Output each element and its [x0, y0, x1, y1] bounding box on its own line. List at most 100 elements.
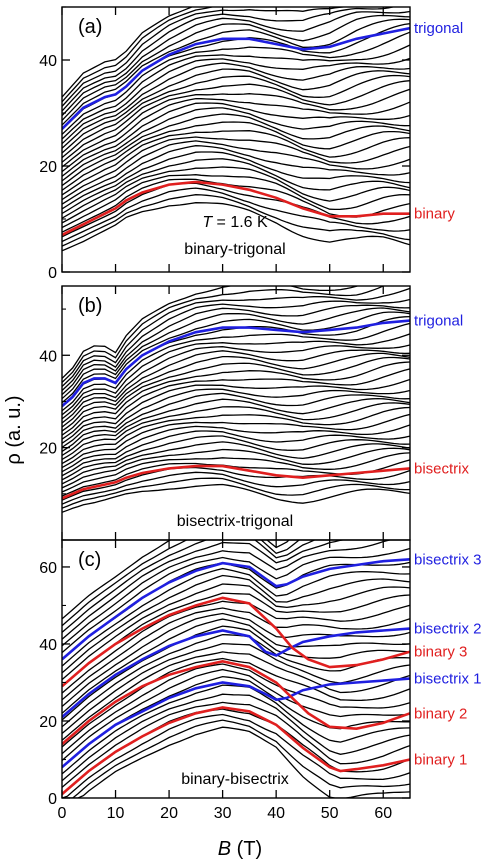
background-curve	[62, 726, 410, 798]
background-curve	[62, 424, 410, 473]
background-curve	[62, 7, 348, 107]
series-line-bisectrix	[62, 464, 410, 500]
background-curve	[62, 298, 410, 391]
background-curve	[62, 540, 290, 620]
background-curve	[62, 74, 410, 159]
curves	[62, 7, 410, 252]
background-curve	[62, 701, 410, 788]
background-curve	[62, 62, 410, 149]
background-curve	[62, 397, 410, 457]
background-curve	[62, 7, 215, 103]
series-line-trigonal	[62, 319, 410, 408]
y-tick-label: 20	[39, 441, 57, 458]
x-axis-unit: (T)	[231, 838, 262, 860]
background-curve	[62, 693, 410, 782]
background-curve	[62, 44, 410, 140]
background-curve	[62, 567, 410, 667]
background-curve	[62, 368, 410, 440]
orientation-annotation: bisectrix-trigonal	[177, 513, 293, 530]
background-curve	[62, 349, 410, 424]
x-tick-label: 60	[374, 805, 392, 822]
background-curve	[62, 311, 410, 404]
background-curve	[62, 130, 410, 196]
background-curve	[62, 14, 410, 121]
background-curve	[62, 194, 410, 247]
background-curve	[62, 356, 410, 432]
background-curve	[62, 668, 410, 761]
x-tick-label: 10	[107, 805, 125, 822]
background-curve	[62, 202, 410, 252]
background-curve	[62, 430, 410, 477]
orientation-annotation: binary-bisectrix	[181, 771, 289, 788]
background-curve	[62, 333, 410, 416]
series-label: bisectrix 1	[414, 671, 482, 688]
series-label: binary 2	[414, 705, 467, 722]
background-curve	[62, 182, 410, 238]
background-curve	[62, 10, 410, 117]
background-curve	[62, 452, 410, 493]
background-curve	[62, 107, 410, 182]
panels: trigonal binary 0 20 40 (a) T = 1.6 K binary-tr…	[39, 6, 482, 822]
background-curve	[62, 151, 410, 215]
plot-frame	[61, 6, 411, 273]
background-curve	[62, 471, 410, 505]
background-curve	[62, 402, 410, 461]
panel-label: (c)	[78, 549, 101, 571]
background-curve	[62, 174, 410, 229]
curves	[62, 286, 410, 513]
series-line-bisectrix-3	[62, 558, 410, 661]
series-line-bisectrix-2	[62, 627, 410, 719]
series-label: binary 1	[414, 752, 467, 769]
y-tick-label: 20	[39, 159, 57, 176]
background-curve	[62, 80, 410, 163]
background-curve	[62, 547, 410, 654]
background-curve	[62, 388, 410, 448]
background-curve	[62, 466, 410, 501]
background-curve	[62, 633, 410, 728]
y-tick-label: 40	[39, 637, 57, 654]
panel-label: (a)	[78, 16, 102, 38]
background-curve	[62, 158, 410, 219]
background-curve	[62, 435, 410, 481]
background-curve	[62, 684, 410, 775]
background-curve	[62, 145, 410, 210]
y-tick-label: 40	[39, 53, 57, 70]
background-curve	[62, 7, 194, 98]
background-curve	[62, 540, 346, 640]
curves	[62, 540, 410, 798]
background-curve	[62, 618, 410, 714]
background-curve	[62, 447, 410, 489]
background-curve	[62, 651, 410, 741]
series-line-binary-1	[62, 706, 410, 796]
background-curve	[62, 322, 410, 412]
background-curve	[62, 88, 410, 168]
panel-2: trigonal bisectrix 20 40 (b) bisectrix-trigon…	[39, 285, 470, 541]
x-axis-symbol: B	[218, 838, 231, 860]
background-curve	[62, 583, 410, 681]
y-tick-label: 60	[39, 560, 57, 577]
y-tick-label: 20	[39, 714, 57, 731]
background-curve	[62, 540, 392, 647]
temperature-annotation: T = 1.6 K	[202, 214, 268, 231]
background-curve	[62, 392, 410, 452]
series-label: trigonal	[414, 313, 463, 330]
background-curve	[62, 286, 360, 379]
x-tick-label: 30	[214, 805, 232, 822]
background-curve	[62, 600, 410, 694]
background-curve	[62, 97, 410, 173]
background-curve	[62, 361, 410, 436]
series-line-binary-3	[62, 596, 410, 688]
background-curve	[62, 140, 410, 205]
background-curve	[62, 713, 410, 798]
series-line-binary	[62, 180, 410, 237]
series-label: bisectrix	[414, 460, 470, 477]
y-tick-label: 40	[39, 348, 57, 365]
background-curve	[62, 187, 410, 243]
background-curve	[62, 304, 410, 396]
series-line-binary-2	[62, 659, 410, 746]
background-curve	[62, 625, 410, 721]
panel-1: trigonal binary 0 20 40 (a) T = 1.6 K binary-tr…	[39, 6, 463, 282]
background-curve	[62, 18, 410, 126]
background-curve	[62, 113, 410, 187]
